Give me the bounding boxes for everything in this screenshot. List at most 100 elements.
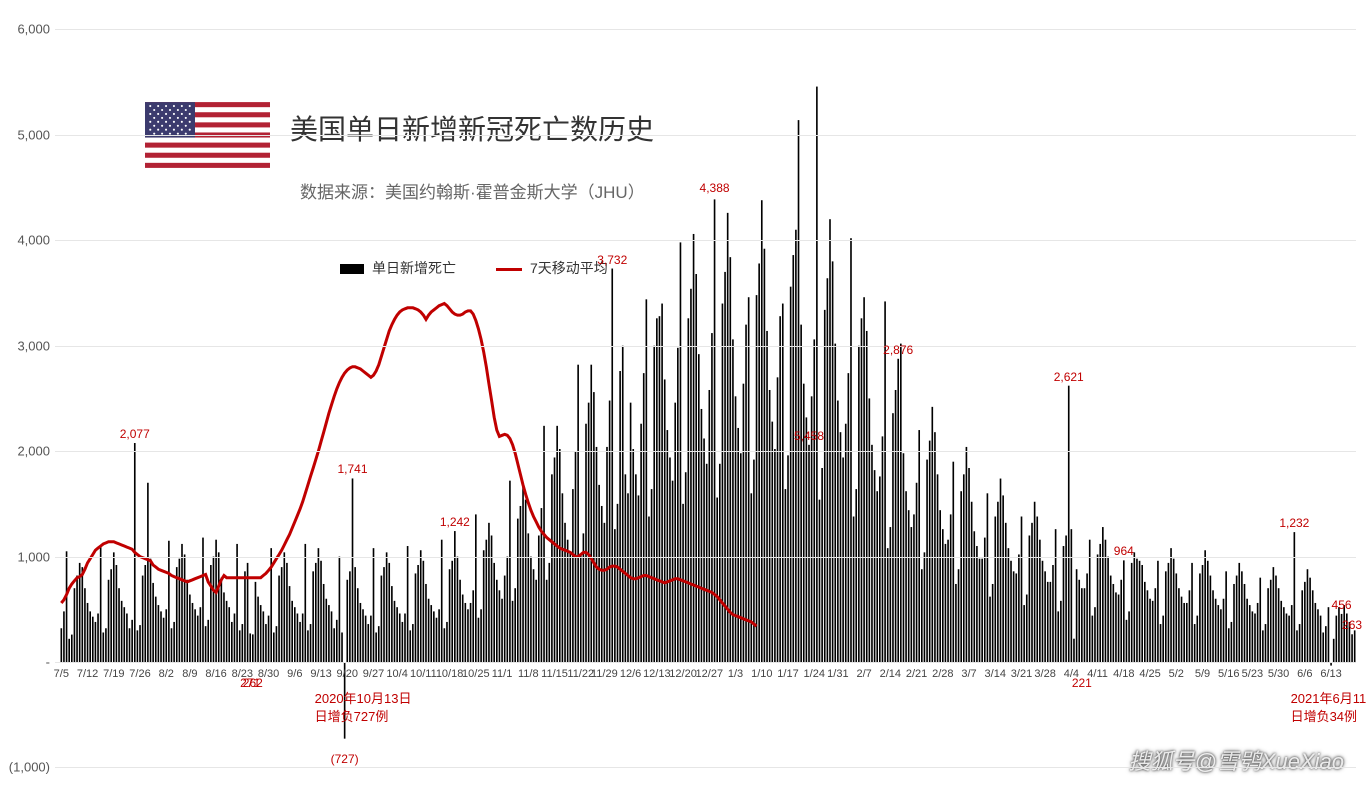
bar — [821, 468, 823, 662]
bar — [548, 563, 550, 662]
bar — [596, 447, 598, 662]
bar — [1071, 529, 1073, 662]
bar — [467, 609, 469, 662]
bar — [168, 541, 170, 662]
bar — [289, 586, 291, 662]
bar — [908, 510, 910, 662]
x-tick: 8/9 — [182, 668, 197, 680]
bar — [1343, 605, 1345, 662]
bar — [1178, 588, 1180, 662]
bar — [1212, 590, 1214, 662]
bar — [950, 514, 952, 662]
x-tick: 10/18 — [436, 668, 464, 680]
callout-label: 1,741 — [338, 462, 368, 476]
bar — [958, 569, 960, 662]
x-tick: 12/27 — [696, 668, 724, 680]
bar — [897, 359, 899, 662]
bar — [1029, 535, 1031, 662]
bar — [1036, 517, 1038, 662]
bar — [299, 622, 301, 662]
bar — [709, 390, 711, 662]
bar — [100, 546, 102, 662]
bar — [764, 249, 766, 662]
x-tick: 8/2 — [159, 668, 174, 680]
callout-label: 5,458 — [794, 429, 824, 443]
bar — [433, 611, 435, 662]
bar — [661, 304, 663, 662]
bar — [399, 614, 401, 663]
callout-label: 263 — [1342, 618, 1362, 632]
gridline — [55, 29, 1356, 30]
bar — [1099, 544, 1101, 662]
bar — [771, 422, 773, 662]
bar — [242, 624, 244, 662]
bar — [1118, 595, 1120, 662]
bar — [218, 552, 220, 662]
bar — [664, 379, 666, 662]
bar — [968, 468, 970, 662]
bar — [1154, 588, 1156, 662]
bar — [1107, 557, 1109, 662]
bar — [774, 449, 776, 662]
x-tick: 3/21 — [1011, 668, 1032, 680]
bar — [756, 295, 758, 662]
bar — [989, 597, 991, 662]
bar — [173, 622, 175, 662]
x-tick: 2/28 — [932, 668, 953, 680]
bar — [976, 546, 978, 662]
bar — [147, 483, 149, 662]
bar — [1228, 628, 1230, 662]
bar — [653, 346, 655, 662]
bar — [1110, 576, 1112, 662]
bar — [845, 424, 847, 662]
callout-label: 456 — [1332, 598, 1352, 612]
bar — [407, 546, 409, 662]
gridline — [55, 557, 1356, 558]
bar — [102, 632, 104, 662]
bar — [357, 588, 359, 662]
bar — [735, 396, 737, 662]
bar — [806, 417, 808, 662]
bar — [659, 316, 661, 662]
bar — [530, 557, 532, 662]
bar — [971, 502, 973, 662]
bar — [562, 493, 564, 662]
bar — [1039, 540, 1041, 662]
bar — [517, 519, 519, 662]
bar — [352, 478, 354, 662]
bar — [436, 618, 438, 662]
bar — [829, 219, 831, 662]
bar — [367, 624, 369, 662]
gridline — [55, 240, 1356, 241]
bar — [1338, 607, 1340, 662]
bar — [619, 371, 621, 662]
x-tick: 2/14 — [880, 668, 901, 680]
bar — [1126, 620, 1128, 662]
bar — [1351, 634, 1353, 662]
bar — [803, 384, 805, 662]
bar — [1128, 611, 1130, 662]
bar — [1113, 584, 1115, 662]
bar — [108, 580, 110, 662]
bar — [834, 344, 836, 662]
bar — [1304, 582, 1306, 662]
bar — [333, 628, 335, 662]
bar — [1055, 529, 1057, 662]
bar — [674, 403, 676, 662]
bar — [698, 354, 700, 662]
bar — [1254, 614, 1256, 663]
x-tick: 1/10 — [751, 668, 772, 680]
bar — [328, 605, 330, 662]
bar — [370, 616, 372, 662]
bar — [1042, 561, 1044, 662]
x-tick: 1/31 — [827, 668, 848, 680]
bar — [1259, 578, 1261, 662]
bar — [646, 299, 648, 662]
bar — [554, 457, 556, 662]
bar — [1021, 517, 1023, 662]
moving-avg-line — [61, 304, 756, 627]
bar — [320, 561, 322, 662]
bar — [92, 617, 94, 662]
bar — [1354, 630, 1356, 662]
bar — [942, 529, 944, 662]
